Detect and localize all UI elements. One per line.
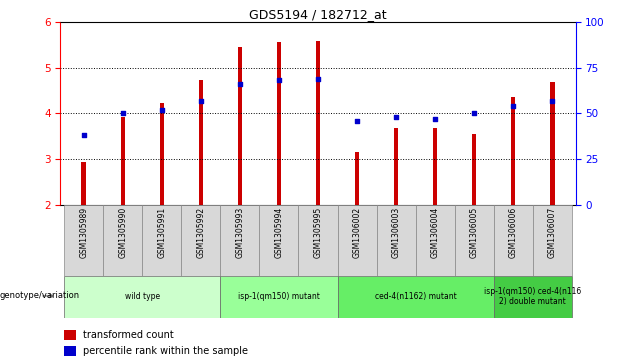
Bar (142, 205, 181, 276)
Bar (377, 205, 415, 276)
Bar (472, 134, 476, 205)
Text: isp-1(qm150) mutant: isp-1(qm150) mutant (238, 292, 320, 301)
Text: percentile rank within the sample: percentile rank within the sample (83, 346, 247, 356)
Bar (259, 205, 298, 276)
Text: GSM1306002: GSM1306002 (352, 207, 361, 258)
Bar (64, 205, 104, 276)
Text: GSM1306006: GSM1306006 (509, 207, 518, 258)
Text: genotype/variation: genotype/variation (0, 291, 80, 301)
Bar (81, 163, 86, 205)
Bar (533, 205, 572, 276)
Point (547, 98, 557, 103)
Bar (432, 128, 438, 205)
Text: GSM1305992: GSM1305992 (197, 207, 205, 258)
Text: GSM1306004: GSM1306004 (431, 207, 439, 258)
Point (274, 78, 284, 83)
Bar (511, 97, 516, 205)
Bar (338, 205, 377, 276)
Point (352, 118, 362, 124)
Bar (64, 276, 221, 318)
Point (157, 107, 167, 113)
Bar (160, 103, 164, 205)
Point (430, 116, 440, 122)
Bar (455, 205, 494, 276)
Text: GSM1306003: GSM1306003 (392, 207, 401, 258)
Text: GSM1305993: GSM1305993 (235, 207, 244, 258)
Bar (494, 205, 533, 276)
Text: GSM1305991: GSM1305991 (157, 207, 167, 258)
Point (235, 81, 245, 87)
Title: GDS5194 / 182712_at: GDS5194 / 182712_at (249, 8, 387, 21)
Point (196, 98, 206, 103)
Text: ced-4(n1162) mutant: ced-4(n1162) mutant (375, 292, 457, 301)
Bar (277, 42, 281, 205)
Bar (494, 276, 572, 318)
Point (391, 114, 401, 120)
Bar (338, 276, 494, 318)
Bar (238, 47, 242, 205)
Text: isp-1(qm150) ced-4(n116
2) double mutant: isp-1(qm150) ced-4(n116 2) double mutant (484, 287, 581, 306)
Point (508, 103, 518, 109)
Text: GSM1305989: GSM1305989 (80, 207, 88, 258)
Point (313, 76, 323, 82)
Bar (298, 205, 338, 276)
Text: transformed count: transformed count (83, 330, 174, 340)
Text: GSM1305995: GSM1305995 (314, 207, 322, 258)
Bar (355, 152, 359, 205)
Text: GSM1306007: GSM1306007 (548, 207, 556, 258)
Bar (221, 276, 338, 318)
Bar (198, 81, 204, 205)
Text: GSM1305994: GSM1305994 (275, 207, 284, 258)
Point (118, 110, 128, 116)
Bar (394, 128, 398, 205)
Text: GSM1305990: GSM1305990 (118, 207, 127, 258)
Bar (181, 205, 221, 276)
Point (469, 110, 479, 116)
Bar (415, 205, 455, 276)
Bar (104, 205, 142, 276)
Bar (64, 346, 76, 356)
Bar (315, 41, 321, 205)
Bar (64, 330, 76, 340)
Bar (121, 117, 125, 205)
Text: wild type: wild type (125, 292, 160, 301)
Bar (550, 82, 555, 205)
Text: GSM1306005: GSM1306005 (469, 207, 479, 258)
Bar (221, 205, 259, 276)
Point (79, 132, 89, 138)
